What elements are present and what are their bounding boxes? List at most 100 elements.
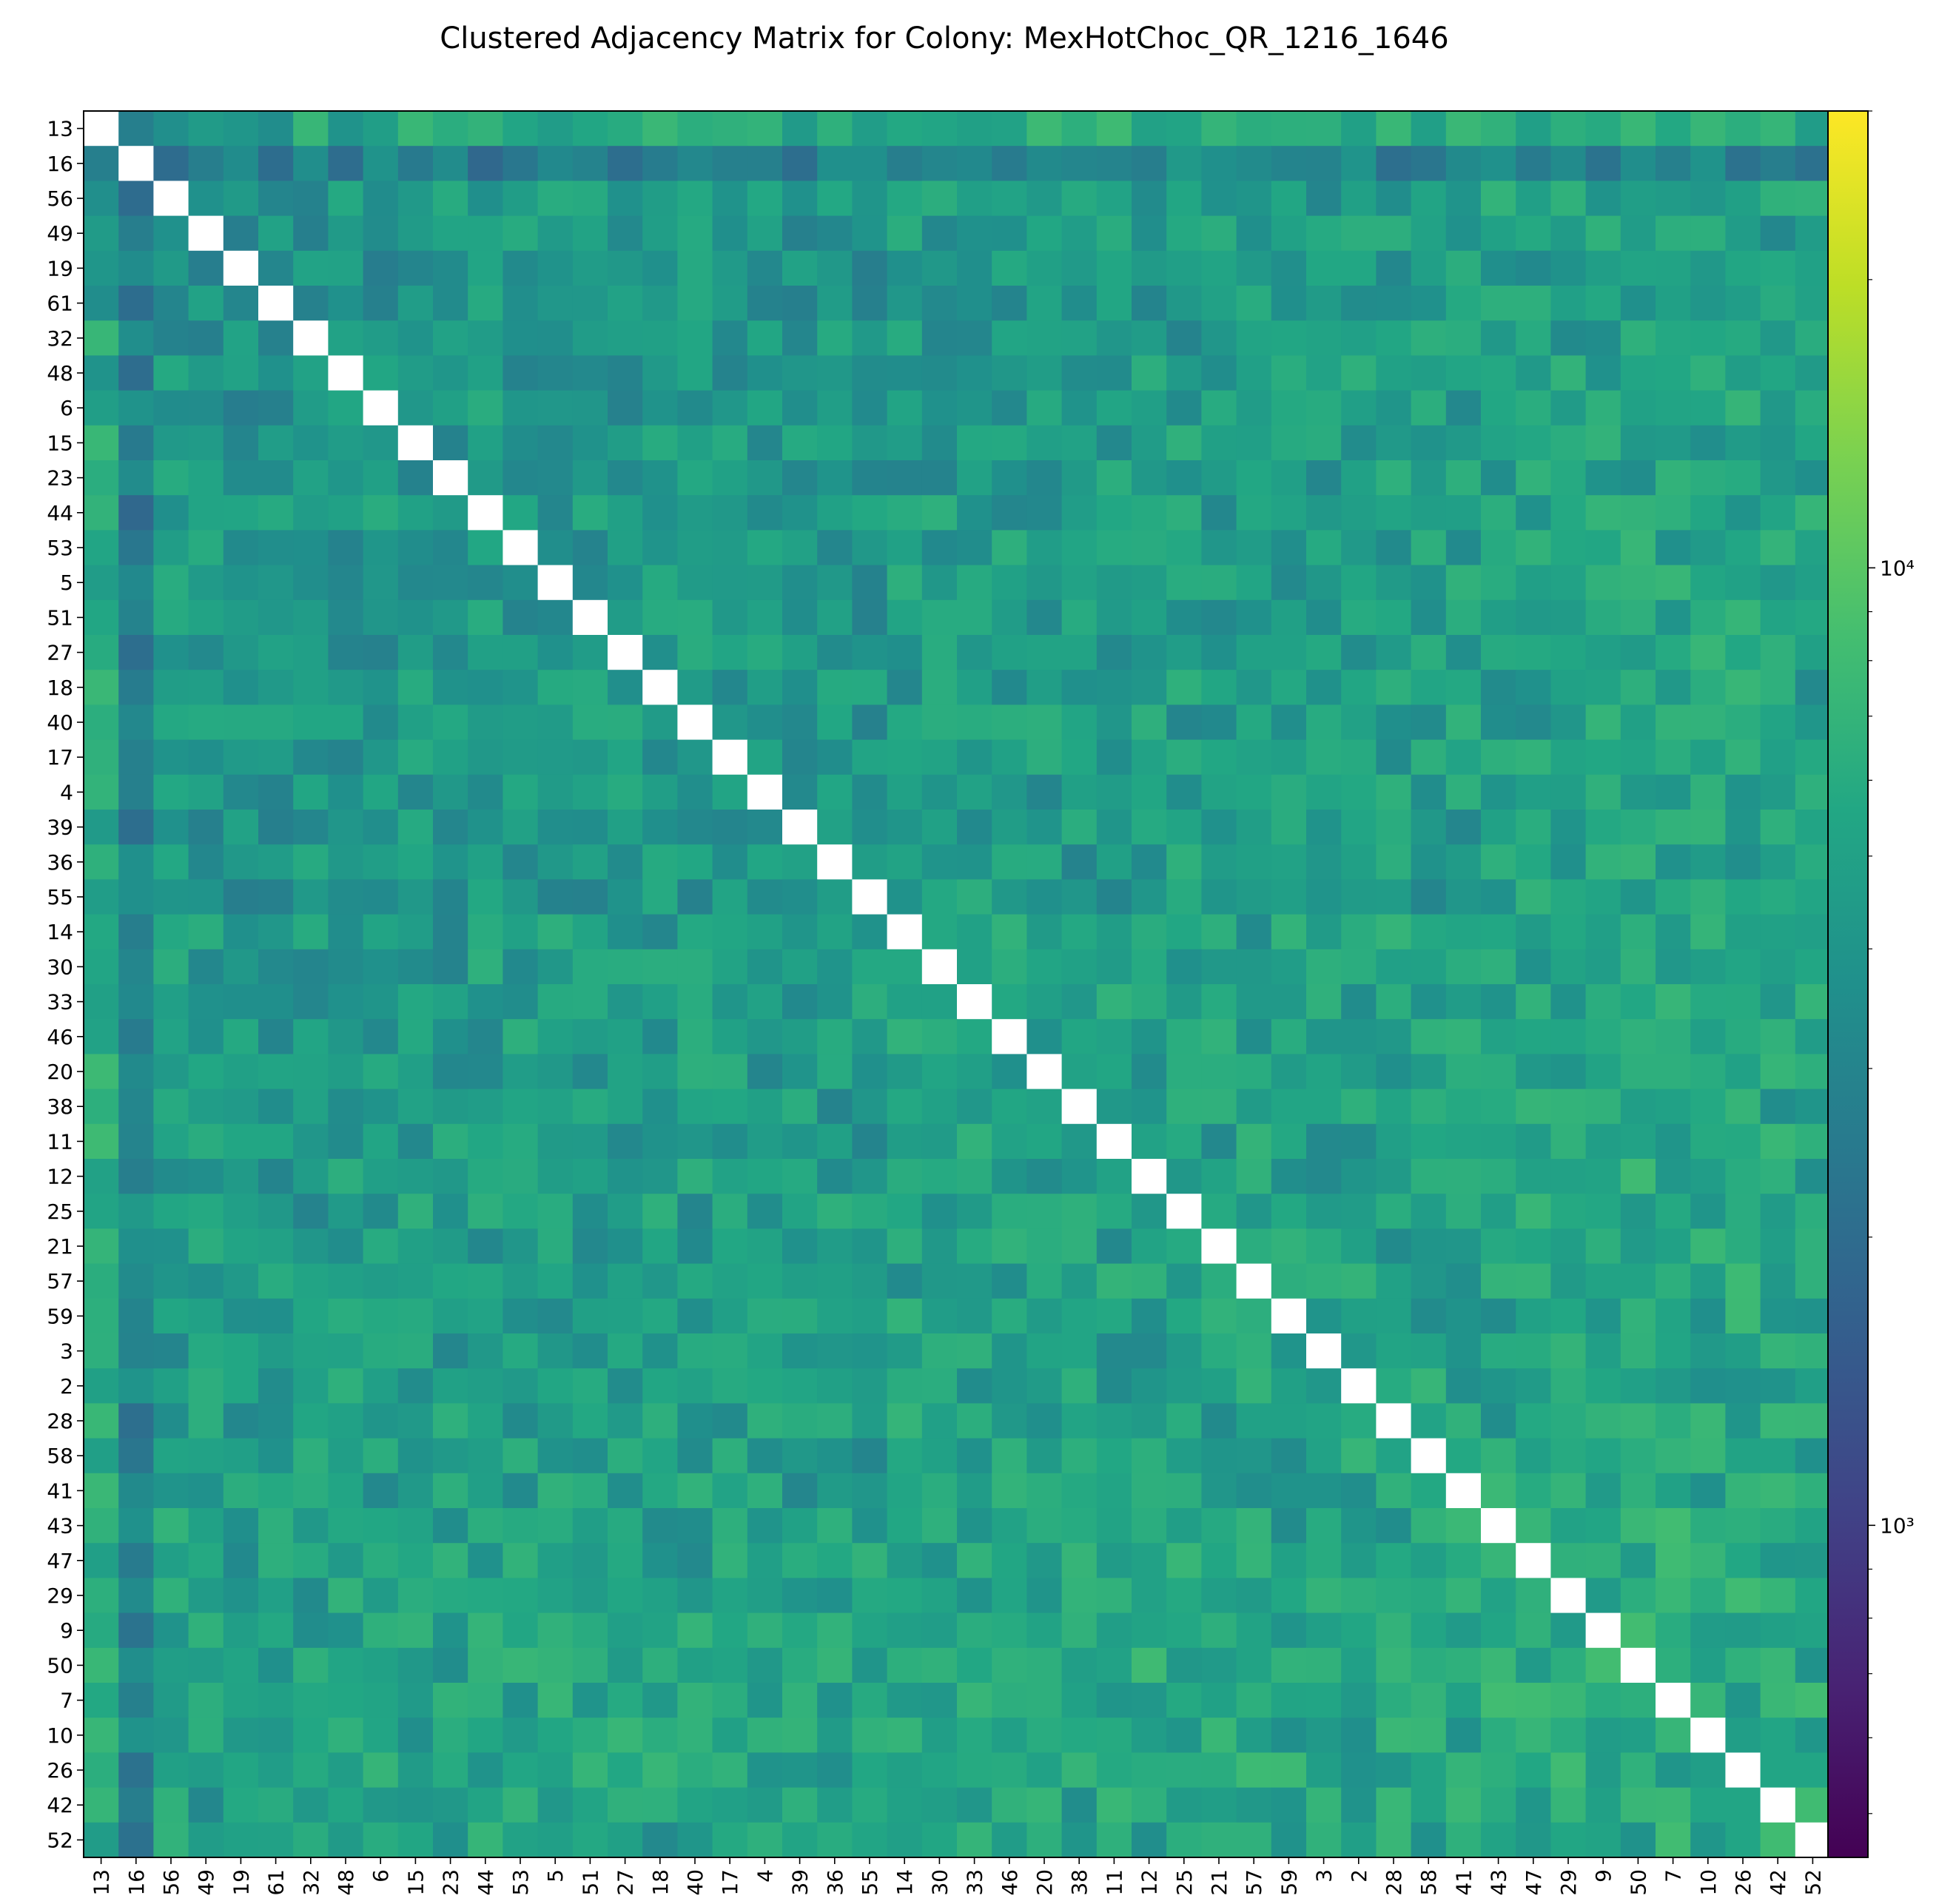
- heatmap-cell: [1550, 1543, 1586, 1578]
- heatmap-cell: [713, 984, 748, 1020]
- heatmap-cell: [84, 1439, 119, 1474]
- heatmap-cell: [677, 1578, 713, 1613]
- heatmap-cell: [1062, 1823, 1098, 1858]
- heatmap-cell: [1621, 775, 1656, 810]
- heatmap-cell: [1516, 775, 1551, 810]
- heatmap-cell: [224, 1543, 259, 1578]
- heatmap-cell: [538, 1124, 574, 1160]
- heatmap-cell: [468, 1473, 503, 1509]
- heatmap-cell: [293, 670, 329, 705]
- heatmap-cell: [1132, 1228, 1167, 1264]
- heatmap-cell: [782, 1613, 818, 1649]
- heatmap-cell: [538, 111, 574, 147]
- heatmap-cell: [1306, 181, 1342, 216]
- y-tick-label: 61: [47, 292, 73, 316]
- heatmap-cell: [852, 1089, 887, 1125]
- heatmap-cell: [118, 146, 154, 181]
- heatmap-cell: [782, 1054, 818, 1089]
- heatmap-cell: [642, 1788, 678, 1823]
- heatmap-cell: [713, 1613, 748, 1649]
- heatmap-cell: [1306, 320, 1342, 356]
- heatmap-cell: [608, 915, 643, 950]
- heatmap-cell: [642, 1019, 678, 1054]
- heatmap-cell: [1656, 915, 1691, 950]
- heatmap-cell: [258, 915, 294, 950]
- heatmap-cell: [1446, 1823, 1482, 1858]
- heatmap-cell: [1132, 216, 1167, 252]
- heatmap-cell: [293, 1578, 329, 1613]
- heatmap-cell: [1411, 1368, 1447, 1404]
- heatmap-cell: [1550, 600, 1586, 636]
- heatmap-cell: [922, 949, 958, 985]
- heatmap-cell: [503, 1403, 538, 1439]
- heatmap-cell: [782, 1683, 818, 1718]
- heatmap-cell: [922, 181, 958, 216]
- heatmap-cell: [957, 1403, 992, 1439]
- heatmap-cell: [1761, 1333, 1796, 1369]
- heatmap-cell: [258, 355, 294, 391]
- heatmap-cell: [1621, 1333, 1656, 1369]
- heatmap-cell: [1201, 425, 1237, 461]
- heatmap-cell: [293, 1508, 329, 1544]
- heatmap-cell: [1621, 1648, 1656, 1683]
- heatmap-cell: [852, 1543, 887, 1578]
- heatmap-cell: [1761, 1473, 1796, 1509]
- heatmap-cell: [328, 740, 363, 776]
- heatmap-cell: [398, 1264, 434, 1299]
- heatmap-cell: [817, 635, 853, 670]
- heatmap-cell: [1411, 1054, 1447, 1089]
- heatmap-cell: [1237, 1019, 1272, 1054]
- heatmap-cell: [153, 1194, 189, 1229]
- heatmap-cell: [677, 600, 713, 636]
- heatmap-cell: [713, 1264, 748, 1299]
- heatmap-cell: [1446, 1368, 1482, 1404]
- heatmap-cell: [677, 915, 713, 950]
- heatmap-cell: [1132, 670, 1167, 705]
- heatmap-cell: [957, 1473, 992, 1509]
- heatmap-cell: [608, 704, 643, 740]
- heatmap-cell: [747, 949, 783, 985]
- heatmap-cell: [1132, 635, 1167, 670]
- heatmap-cell: [608, 1403, 643, 1439]
- heatmap-cell: [713, 600, 748, 636]
- heatmap-cell: [1201, 1508, 1237, 1544]
- heatmap-cell: [1516, 146, 1551, 181]
- heatmap-cell: [1132, 1788, 1167, 1823]
- heatmap-cell: [922, 1578, 958, 1613]
- heatmap-cell: [1062, 1194, 1098, 1229]
- heatmap-cell: [503, 1613, 538, 1649]
- heatmap-cell: [1725, 1578, 1761, 1613]
- heatmap-cell: [1132, 565, 1167, 601]
- heatmap-cell: [608, 146, 643, 181]
- heatmap-cell: [84, 251, 119, 286]
- heatmap-cell: [887, 915, 923, 950]
- heatmap-cell: [153, 810, 189, 845]
- heatmap-cell: [1306, 1368, 1342, 1404]
- heatmap-cell: [258, 635, 294, 670]
- heatmap-cell: [1201, 1439, 1237, 1474]
- heatmap-cell: [118, 1333, 154, 1369]
- heatmap-cell: [992, 1019, 1027, 1054]
- heatmap-cell: [1761, 1264, 1796, 1299]
- heatmap-cell: [1237, 600, 1272, 636]
- heatmap-cell: [642, 251, 678, 286]
- heatmap-cell: [713, 251, 748, 286]
- heatmap-cell: [1341, 1613, 1377, 1649]
- heatmap-cell: [887, 286, 923, 321]
- heatmap-cell: [1166, 1368, 1202, 1404]
- heatmap-cell: [992, 1788, 1027, 1823]
- heatmap-cell: [992, 1648, 1027, 1683]
- heatmap-cell: [468, 1089, 503, 1125]
- heatmap-cell: [258, 740, 294, 776]
- heatmap-cell: [258, 1194, 294, 1229]
- heatmap-cell: [713, 1508, 748, 1544]
- heatmap-cell: [642, 1089, 678, 1125]
- heatmap-cell: [224, 915, 259, 950]
- heatmap-cell: [503, 1124, 538, 1160]
- heatmap-cell: [189, 1613, 224, 1649]
- heatmap-cell: [782, 1264, 818, 1299]
- heatmap-cell: [1795, 1299, 1831, 1334]
- heatmap-cell: [1237, 1788, 1272, 1823]
- heatmap-cell: [1725, 670, 1761, 705]
- heatmap-cell: [1446, 216, 1482, 252]
